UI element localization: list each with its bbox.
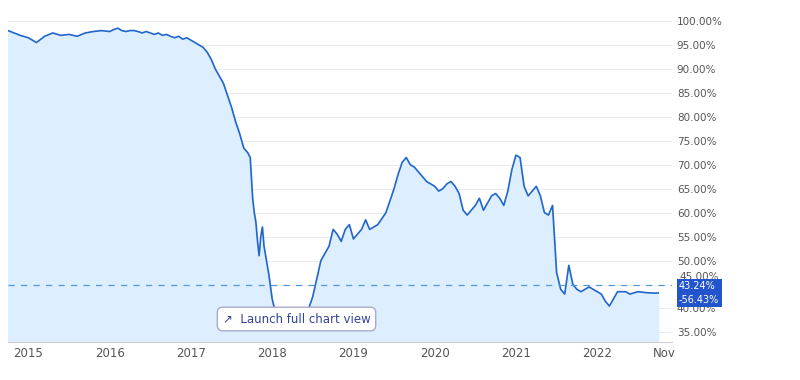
Text: 43.24%
-56.43%: 43.24% -56.43% bbox=[679, 281, 719, 304]
Text: ↗  Launch full chart view: ↗ Launch full chart view bbox=[222, 312, 370, 326]
Text: 45.00%: 45.00% bbox=[679, 272, 718, 282]
